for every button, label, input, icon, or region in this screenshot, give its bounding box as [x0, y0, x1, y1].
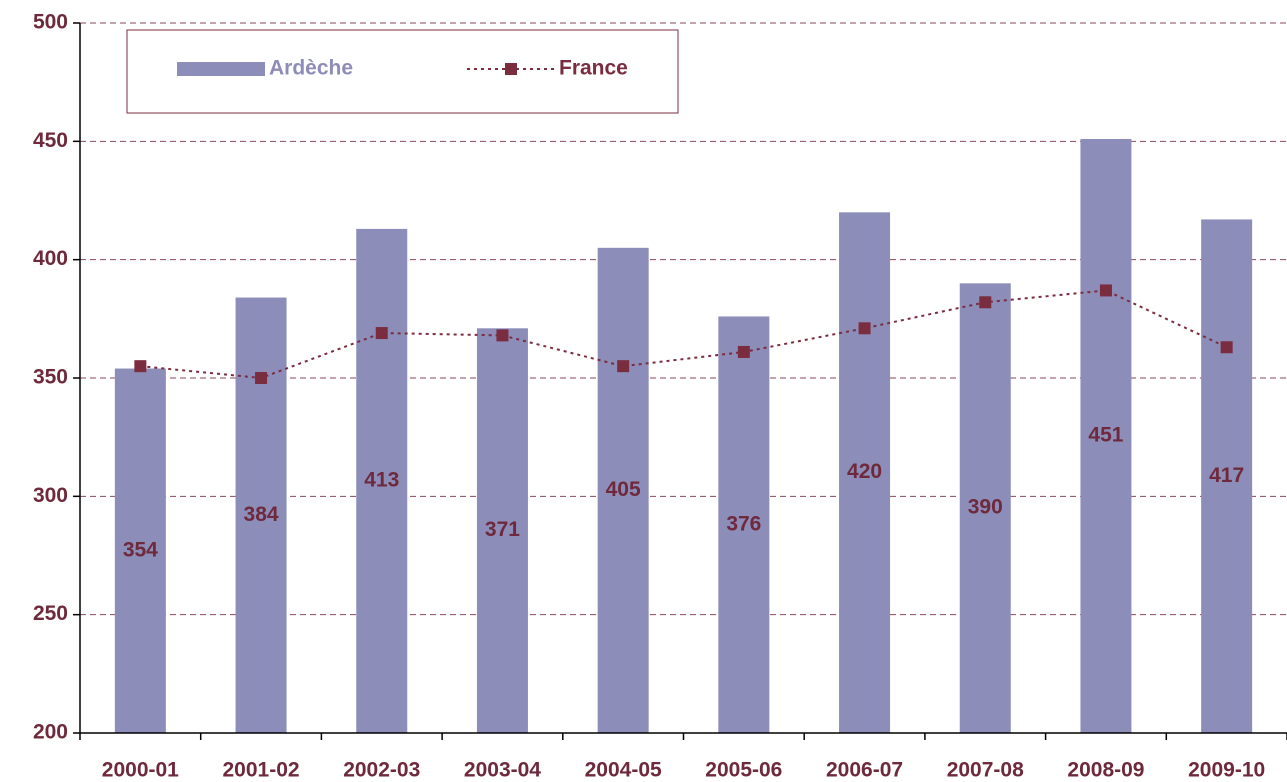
line-marker: [1220, 341, 1233, 354]
bar: [718, 316, 770, 733]
line-marker: [737, 345, 750, 358]
y-tick-label: 200: [33, 721, 68, 744]
bar: [1080, 138, 1132, 733]
y-tick-label: 400: [33, 247, 68, 270]
bar: [1201, 219, 1253, 733]
x-tick-label: 2009-10: [1188, 759, 1265, 782]
data-label: 420: [847, 460, 882, 483]
y-tick-label: 500: [33, 11, 68, 34]
x-tick-label: 2002-03: [343, 759, 420, 782]
y-tick-label: 300: [33, 484, 68, 507]
bar: [476, 328, 528, 733]
bar: [839, 212, 891, 734]
data-label: 376: [726, 512, 761, 535]
bar: [597, 247, 649, 734]
line-marker: [979, 296, 992, 309]
line-marker: [496, 329, 509, 342]
bar: [959, 283, 1011, 733]
line-marker: [375, 327, 388, 340]
line-marker: [1099, 284, 1112, 297]
line-marker: [858, 322, 871, 335]
data-label: 417: [1209, 464, 1244, 487]
line-marker: [617, 360, 630, 373]
x-tick-label: 2007-08: [947, 759, 1024, 782]
bar: [356, 228, 408, 733]
x-tick-label: 2000-01: [102, 759, 179, 782]
data-label: 354: [123, 538, 158, 561]
x-tick-label: 2006-07: [826, 759, 903, 782]
legend: Ardèche France: [126, 29, 679, 114]
y-tick-label: 250: [33, 602, 68, 625]
data-label: 371: [485, 518, 520, 541]
data-label: 405: [606, 478, 641, 501]
line-marker: [255, 372, 268, 384]
x-tick-label: 2003-04: [464, 759, 541, 782]
legend-label: France: [559, 57, 628, 80]
x-tick-label: 2004-05: [585, 759, 662, 782]
line: [140, 289, 1228, 380]
x-tick-label: 2005-06: [705, 759, 782, 782]
data-label: 390: [968, 496, 1003, 519]
data-label: 413: [364, 468, 399, 491]
legend-marker: [505, 63, 517, 75]
bar: [114, 368, 166, 733]
y-tick-label: 350: [33, 366, 68, 389]
legend-label: Ardèche: [269, 57, 353, 80]
legend-swatch: [177, 62, 265, 76]
y-tick-label: 450: [33, 129, 68, 152]
bar: [235, 297, 287, 733]
data-label: 384: [244, 503, 279, 526]
x-tick-label: 2008-09: [1067, 759, 1144, 782]
line-marker: [134, 360, 147, 373]
data-label: 451: [1088, 424, 1123, 447]
x-tick-label: 2001-02: [223, 759, 300, 782]
